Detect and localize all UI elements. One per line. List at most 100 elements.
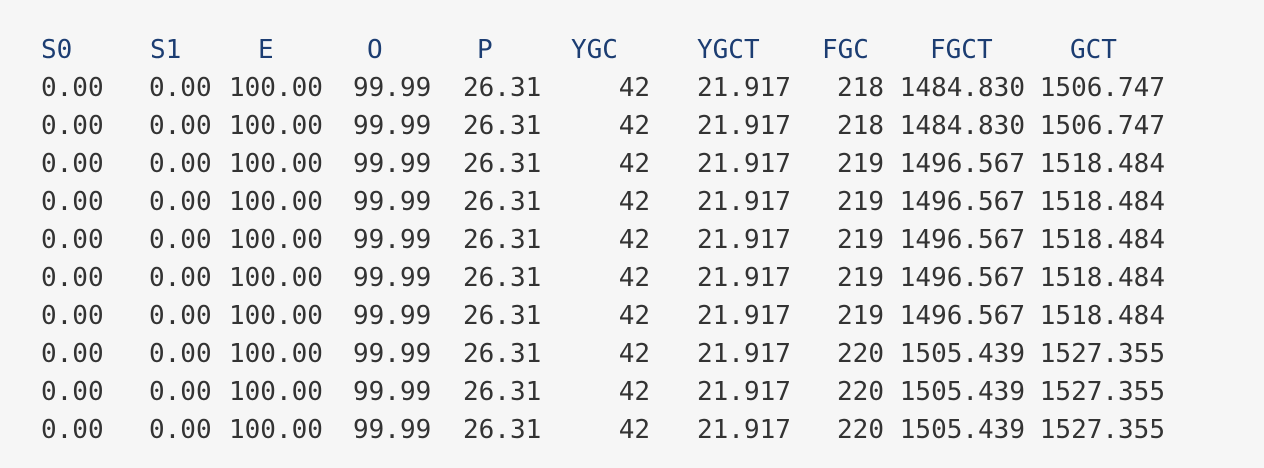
cell-ygc: 42 [618,377,650,407]
cell-s1: 0.00 [149,73,212,103]
cell-s1: 0.00 [149,225,212,255]
cell-s1: 0.00 [149,111,212,141]
cell-fgct: 1505.439 [899,377,1025,407]
cell-fgc: 220 [837,377,884,407]
cell-e: 100.00 [229,225,323,255]
cell-o: 99.99 [353,377,432,407]
cell-o: 99.99 [353,187,432,217]
cell-o: 99.99 [353,415,432,445]
table-row: 0.00 0.00 100.00 99.99 26.31 42 21.917 2… [0,145,1264,183]
header-e: E [258,35,274,65]
cell-gct: 1527.355 [1039,415,1165,445]
cell-gct: 1506.747 [1039,73,1165,103]
table-row: 0.00 0.00 100.00 99.99 26.31 42 21.917 2… [0,69,1264,107]
cell-fgc: 219 [837,149,884,179]
cell-ygc: 42 [618,111,650,141]
cell-e: 100.00 [229,149,323,179]
cell-e: 100.00 [229,111,323,141]
cell-ygct: 21.917 [697,187,791,217]
cell-fgct: 1496.567 [899,263,1025,293]
cell-fgc: 220 [837,339,884,369]
cell-o: 99.99 [353,225,432,255]
cell-ygc: 42 [618,187,650,217]
cell-e: 100.00 [229,73,323,103]
cell-fgc: 219 [837,263,884,293]
data-rows: 0.00 0.00 100.00 99.99 26.31 42 21.917 2… [0,69,1264,449]
cell-s1: 0.00 [149,187,212,217]
cell-s0: 0.00 [41,339,104,369]
cell-e: 100.00 [229,377,323,407]
cell-gct: 1518.484 [1039,149,1165,179]
cell-o: 99.99 [353,149,432,179]
cell-fgct: 1496.567 [899,149,1025,179]
table-row: 0.00 0.00 100.00 99.99 26.31 42 21.917 2… [0,297,1264,335]
cell-ygc: 42 [618,339,650,369]
cell-s1: 0.00 [149,339,212,369]
table-row: 0.00 0.00 100.00 99.99 26.31 42 21.917 2… [0,259,1264,297]
cell-ygct: 21.917 [697,263,791,293]
cell-s1: 0.00 [149,377,212,407]
header-row: S0 S1 E O P YGC YGCT FGC FGCT GCT [0,31,1264,69]
cell-p: 26.31 [463,149,542,179]
cell-e: 100.00 [229,301,323,331]
cell-p: 26.31 [463,263,542,293]
cell-p: 26.31 [463,339,542,369]
cell-ygc: 42 [618,73,650,103]
cell-p: 26.31 [463,73,542,103]
table-row: 0.00 0.00 100.00 99.99 26.31 42 21.917 2… [0,183,1264,221]
cell-fgct: 1505.439 [899,339,1025,369]
cell-ygc: 42 [618,263,650,293]
cell-s0: 0.00 [41,263,104,293]
cell-p: 26.31 [463,111,542,141]
cell-e: 100.00 [229,339,323,369]
cell-e: 100.00 [229,263,323,293]
cell-s0: 0.00 [41,149,104,179]
cell-s1: 0.00 [149,149,212,179]
cell-ygc: 42 [618,415,650,445]
cell-ygct: 21.917 [697,339,791,369]
cell-p: 26.31 [463,377,542,407]
header-fgc: FGC [822,35,869,65]
cell-fgc: 220 [837,415,884,445]
cell-s0: 0.00 [41,225,104,255]
cell-s1: 0.00 [149,301,212,331]
cell-ygc: 42 [618,301,650,331]
cell-p: 26.31 [463,187,542,217]
cell-gct: 1527.355 [1039,339,1165,369]
cell-s0: 0.00 [41,415,104,445]
header-p: P [477,35,493,65]
cell-ygct: 21.917 [697,149,791,179]
cell-p: 26.31 [463,225,542,255]
cell-e: 100.00 [229,415,323,445]
cell-ygct: 21.917 [697,377,791,407]
cell-fgc: 218 [837,111,884,141]
header-fgct: FGCT [930,35,993,65]
cell-p: 26.31 [463,301,542,331]
cell-ygct: 21.917 [697,73,791,103]
cell-gct: 1518.484 [1039,301,1165,331]
cell-ygc: 42 [618,149,650,179]
cell-ygct: 21.917 [697,301,791,331]
cell-ygct: 21.917 [697,415,791,445]
cell-e: 100.00 [229,187,323,217]
cell-gct: 1518.484 [1039,187,1165,217]
table-row: 0.00 0.00 100.00 99.99 26.31 42 21.917 2… [0,221,1264,259]
table-row: 0.00 0.00 100.00 99.99 26.31 42 21.917 2… [0,373,1264,411]
cell-fgct: 1484.830 [899,73,1025,103]
cell-o: 99.99 [353,339,432,369]
cell-fgc: 219 [837,187,884,217]
table-row: 0.00 0.00 100.00 99.99 26.31 42 21.917 2… [0,107,1264,145]
cell-ygc: 42 [618,225,650,255]
cell-fgct: 1496.567 [899,225,1025,255]
header-o: O [367,35,383,65]
cell-gct: 1518.484 [1039,225,1165,255]
cell-fgc: 219 [837,301,884,331]
cell-o: 99.99 [353,111,432,141]
cell-fgct: 1505.439 [899,415,1025,445]
cell-o: 99.99 [353,263,432,293]
cell-s0: 0.00 [41,377,104,407]
cell-p: 26.31 [463,415,542,445]
header-ygc: YGC [571,35,618,65]
table-row: 0.00 0.00 100.00 99.99 26.31 42 21.917 2… [0,411,1264,449]
